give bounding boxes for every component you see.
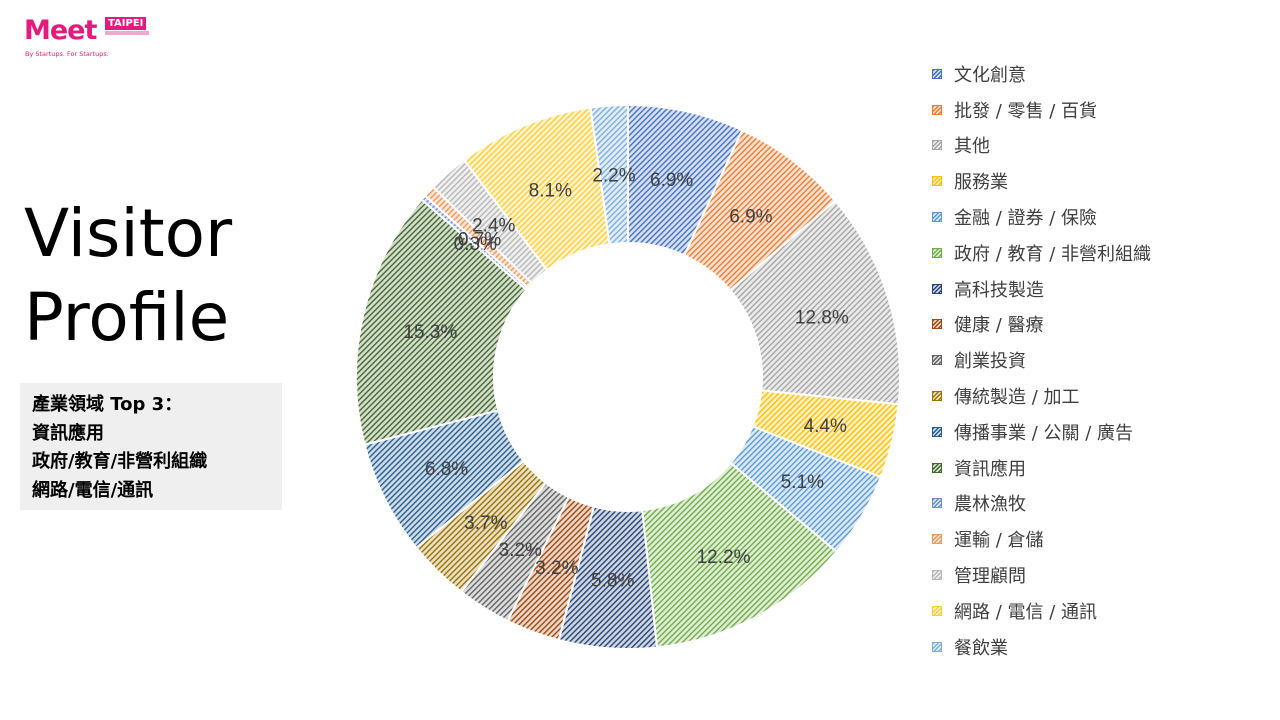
legend-item-3: 其他 bbox=[932, 128, 1272, 164]
slice-label-9: 3.2% bbox=[499, 540, 542, 561]
legend-item-7: 高科技製造 bbox=[932, 271, 1272, 307]
legend-label-10: 傳統製造 / 加工 bbox=[954, 387, 1080, 409]
slice-6 bbox=[641, 461, 838, 649]
slice-label-10: 3.7% bbox=[464, 513, 507, 534]
legend-swatch-12 bbox=[932, 462, 942, 473]
slice-label-14: 0.7% bbox=[458, 230, 501, 251]
logo-badge: TAIPEI bbox=[105, 17, 147, 30]
top3-item-2: 政府/教育/非營利組織 bbox=[32, 451, 208, 472]
legend-swatch-14 bbox=[932, 534, 942, 545]
slice-label-12: 15.3% bbox=[403, 322, 457, 343]
legend-swatch-1 bbox=[932, 68, 942, 79]
slice-label-13: 0.3% bbox=[454, 234, 497, 255]
legend-item-4: 服務業 bbox=[932, 163, 1272, 199]
legend-swatch-17 bbox=[932, 641, 942, 652]
slice-17 bbox=[589, 103, 629, 246]
slice-label-17: 2.2% bbox=[592, 165, 635, 186]
slice-label-2: 6.9% bbox=[729, 206, 772, 227]
legend-item-17: 餐飲業 bbox=[932, 629, 1272, 665]
top3-item-1: 資訊應用 bbox=[32, 422, 104, 444]
legend-item-14: 運輸 / 倉儲 bbox=[932, 521, 1272, 557]
legend-label-11: 傳播事業 / 公關 / 廣告 bbox=[954, 422, 1134, 444]
slice-label-3: 12.8% bbox=[795, 308, 849, 329]
slice-label-4: 4.4% bbox=[804, 416, 847, 437]
legend-label-1: 文化創意 bbox=[954, 64, 1026, 86]
top3-box: 產業領域 Top 3： 資訊應用 政府/教育/非營利組織 網路/電信/通訊 bbox=[20, 383, 282, 510]
legend-item-1: 文化創意 bbox=[932, 56, 1272, 92]
chart-legend: 文化創意批發 / 零售 / 百貨 其他服務業金融 / 證券 / 保險政府 / 教育… bbox=[932, 56, 1272, 665]
legend-swatch-2 bbox=[932, 104, 942, 115]
top3-heading: 產業領域 Top 3： bbox=[32, 394, 183, 415]
legend-swatch-6 bbox=[932, 247, 942, 258]
legend-swatch-10 bbox=[932, 391, 942, 402]
legend-label-2: 批發 / 零售 / 百貨 bbox=[954, 100, 1098, 122]
slice-label-6: 12.2% bbox=[697, 547, 751, 568]
title-line-1: Visitor bbox=[24, 195, 233, 272]
legend-item-15: 管理顧問 bbox=[932, 557, 1272, 593]
legend-swatch-9 bbox=[932, 355, 942, 366]
legend-swatch-4 bbox=[932, 176, 942, 187]
legend-swatch-15 bbox=[932, 570, 942, 581]
slice-label-5: 5.1% bbox=[781, 472, 824, 493]
legend-item-10: 傳統製造 / 加工 bbox=[932, 378, 1272, 414]
legend-label-3: 其他 bbox=[954, 136, 990, 158]
legend-item-2: 批發 / 零售 / 百貨 bbox=[932, 92, 1272, 128]
legend-label-7: 高科技製造 bbox=[954, 279, 1044, 301]
slice-label-1: 6.9% bbox=[650, 170, 693, 191]
slide-title: Visitor Profile bbox=[24, 192, 324, 360]
slice-label-16: 8.1% bbox=[529, 180, 572, 201]
legend-swatch-13 bbox=[932, 498, 942, 509]
logo-tagline: By Startups. For Startups. bbox=[25, 50, 109, 58]
industry-doughnut-chart: 6.9% 6.9% 12.8% 4.4% 5.1% 12.2% 5.8% 3.2%3.2% 3.… bbox=[355, 103, 901, 650]
slice-12 bbox=[355, 198, 528, 446]
legend-label-17: 餐飲業 bbox=[954, 637, 1008, 659]
legend-label-4: 服務業 bbox=[954, 172, 1008, 194]
legend-item-5: 金融 / 證券 / 保險 bbox=[932, 199, 1272, 235]
legend-label-8: 健康 / 醫療 bbox=[954, 315, 1044, 337]
legend-swatch-7 bbox=[932, 283, 942, 294]
legend-label-16: 網路 / 電信 / 通訊 bbox=[954, 601, 1098, 623]
legend-swatch-11 bbox=[932, 426, 942, 437]
legend-item-9: 創業投資 bbox=[932, 342, 1272, 378]
slice-label-8: 3.2% bbox=[535, 558, 578, 579]
meet-taipei-logo: Meet TAIPEI By Startups. For Startups. bbox=[24, 14, 164, 60]
legend-item-8: 健康 / 醫療 bbox=[932, 307, 1272, 343]
legend-label-13: 農林漁牧 bbox=[954, 494, 1026, 516]
logo-badge-subline bbox=[105, 31, 149, 35]
slice-label-11: 6.8% bbox=[425, 459, 468, 480]
title-line-2: Profile bbox=[24, 279, 230, 356]
legend-item-6: 政府 / 教育 / 非營利組織 bbox=[932, 235, 1272, 271]
legend-item-11: 傳播事業 / 公關 / 廣告 bbox=[932, 414, 1272, 450]
top3-item-3: 網路/電信/通訊 bbox=[32, 479, 154, 501]
legend-label-14: 運輸 / 倉儲 bbox=[954, 530, 1044, 552]
legend-swatch-5 bbox=[932, 212, 942, 223]
slice-label-15: 2.4% bbox=[472, 216, 515, 237]
legend-swatch-16 bbox=[932, 605, 942, 616]
legend-swatch-3 bbox=[932, 140, 942, 151]
legend-item-12: 資訊應用 bbox=[932, 450, 1272, 486]
slice-label-7: 5.8% bbox=[591, 570, 634, 591]
logo-wordmark: Meet bbox=[24, 15, 97, 46]
legend-item-13: 農林漁牧 bbox=[932, 486, 1272, 522]
legend-label-6: 政府 / 教育 / 非營利組織 bbox=[954, 243, 1152, 265]
legend-label-9: 創業投資 bbox=[954, 351, 1026, 373]
legend-label-15: 管理顧問 bbox=[954, 566, 1026, 588]
legend-label-12: 資訊應用 bbox=[954, 458, 1026, 480]
legend-label-5: 金融 / 證券 / 保險 bbox=[954, 208, 1098, 230]
legend-item-16: 網路 / 電信 / 通訊 bbox=[932, 593, 1272, 629]
legend-swatch-8 bbox=[932, 319, 942, 330]
